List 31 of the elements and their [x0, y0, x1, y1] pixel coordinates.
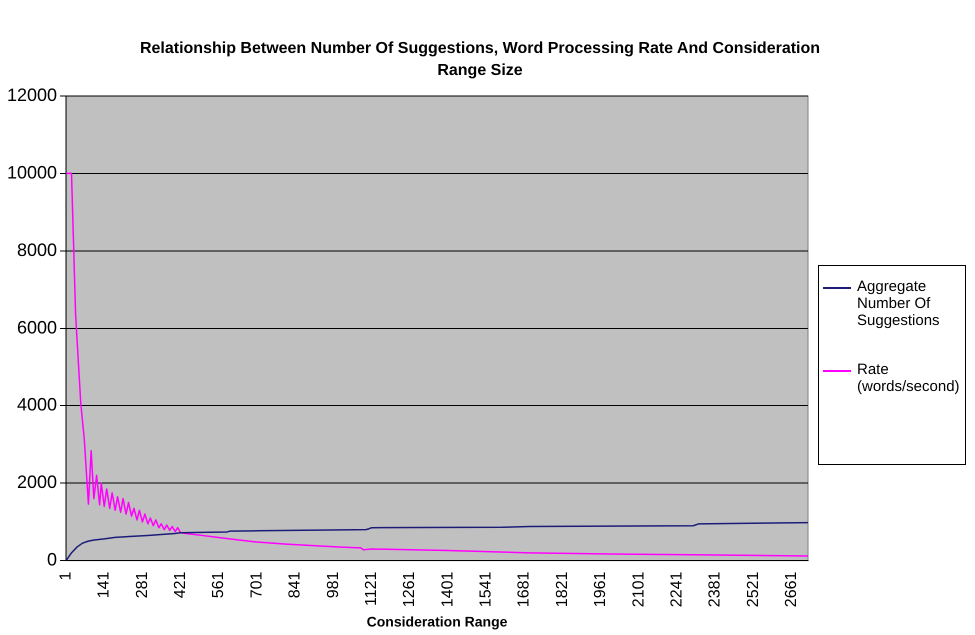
legend-label: Aggregate Number Of Suggestions — [857, 278, 941, 329]
chart-title: Relationship Between Number Of Suggestions, Word Processing Rate And Consideration Range Size — [138, 39, 822, 81]
legend-label: Rate (words/second) — [857, 361, 961, 395]
x-tick-label: 1681 — [516, 572, 533, 608]
y-tick-label: 0 — [47, 550, 58, 570]
x-tick-label: 141 — [96, 572, 113, 598]
x-tick-label: 2101 — [630, 572, 648, 608]
x-tick-label: 2521 — [744, 572, 762, 608]
x-tick-label: 421 — [172, 572, 190, 598]
x-tick-label: 1401 — [439, 572, 456, 608]
x-tick-label: 841 — [286, 572, 304, 598]
x-tick-label: 1121 — [362, 572, 380, 606]
x-tick-label: 1 — [57, 572, 74, 581]
y-tick-label: 12000 — [6, 84, 58, 105]
y-tick-label: 10000 — [6, 162, 58, 182]
x-tick-label: 1961 — [592, 572, 610, 608]
x-axis-title: Consideration Range — [366, 613, 508, 630]
y-tick-label: 4000 — [17, 394, 58, 415]
x-tick-label: 1541 — [478, 572, 495, 608]
y-tick-label: 2000 — [17, 472, 58, 492]
x-tick-label: 2381 — [706, 572, 724, 608]
x-tick-label: 2661 — [783, 572, 800, 608]
y-tick-label: 6000 — [17, 317, 58, 338]
x-tick-label: 1261 — [401, 572, 418, 608]
x-tick-label: 1821 — [554, 572, 571, 608]
x-tick-label: 701 — [248, 572, 266, 598]
x-tick-label: 2241 — [668, 572, 686, 608]
y-tick-label: 8000 — [17, 240, 58, 260]
x-tick-label: 561 — [210, 572, 228, 598]
x-tick-label: 981 — [324, 572, 342, 598]
x-tick-label: 281 — [134, 572, 151, 598]
